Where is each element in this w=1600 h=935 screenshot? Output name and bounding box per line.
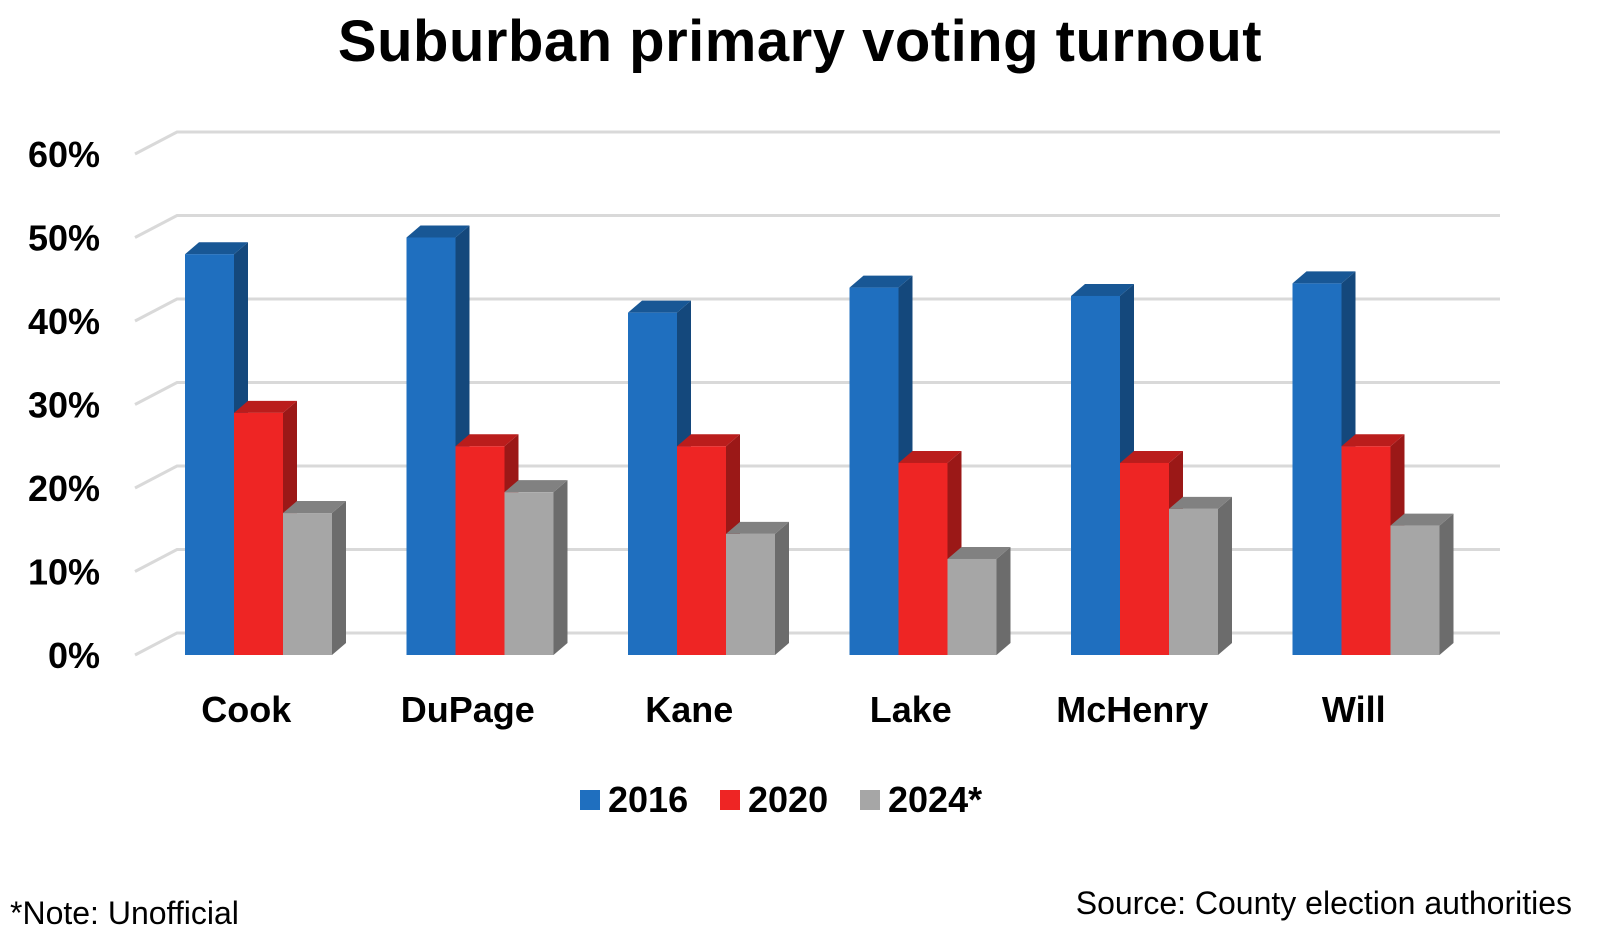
y-tick-label: 20% — [28, 468, 100, 509]
x-tick-label: DuPage — [401, 689, 535, 730]
bar-top — [234, 400, 297, 413]
y-tick-label: 40% — [28, 301, 100, 342]
bar-top — [455, 434, 519, 447]
gridline — [134, 381, 1500, 406]
bar-front — [1341, 446, 1391, 655]
bar-will-2024 — [1390, 513, 1454, 655]
bar-front — [283, 513, 332, 655]
bar-side — [553, 480, 568, 655]
bar-top — [283, 501, 346, 514]
legend-swatch — [580, 790, 600, 810]
y-tick-label: 60% — [28, 134, 100, 175]
bar-top — [504, 480, 568, 493]
bar-top — [185, 242, 248, 255]
footnote: *Note: Unofficial — [10, 895, 239, 931]
legend-swatch — [720, 790, 740, 810]
x-tick-label: Kane — [645, 689, 733, 730]
bar-front — [726, 533, 775, 655]
bar-front — [1071, 295, 1120, 655]
bar-top — [677, 434, 740, 447]
source-credit: Source: County election authorities — [1075, 885, 1572, 921]
y-tick-label: 30% — [28, 385, 100, 426]
y-tick-label: 50% — [28, 218, 100, 259]
bar-top — [1169, 496, 1232, 509]
bar-front — [1169, 508, 1218, 655]
gridline — [134, 548, 1500, 573]
bar-mchenry-2024 — [1169, 496, 1232, 655]
bar-dupage-2016 — [406, 225, 470, 655]
y-axis-labels: 0% 10% 20% 30% 40% 50% 60% — [28, 134, 100, 676]
bar-cook-2024 — [283, 501, 346, 655]
bar-top — [1120, 450, 1183, 463]
legend-label: 2024* — [888, 779, 983, 820]
x-tick-label: Will — [1322, 689, 1386, 730]
x-tick-label: Lake — [870, 689, 952, 730]
bar-front — [234, 412, 283, 655]
bar-top — [1341, 434, 1405, 447]
bar-front — [849, 287, 899, 655]
bar-front — [455, 446, 505, 655]
bar-front — [677, 446, 726, 655]
y-tick-label: 0% — [48, 635, 100, 676]
bar-side — [996, 546, 1011, 655]
bar-top — [1071, 283, 1134, 296]
legend-swatch — [860, 790, 880, 810]
bar-top — [628, 300, 691, 313]
gridlines — [134, 130, 1500, 657]
bar-top — [1292, 271, 1356, 284]
bar-front — [406, 237, 456, 655]
bars: Cook DuPage Kane Lake McHenry Will — [185, 225, 1454, 730]
gridline — [134, 214, 1500, 239]
bar-top — [726, 521, 789, 534]
bar-kane-2016 — [628, 300, 691, 655]
x-tick-label: Cook — [201, 689, 292, 730]
legend-item: 2020 — [720, 779, 829, 820]
bar-front — [504, 492, 554, 655]
gridline — [134, 130, 1500, 156]
bar-lake-2024 — [947, 546, 1011, 655]
bar-front — [185, 254, 234, 655]
bar-front — [898, 462, 948, 655]
bar-front — [1292, 283, 1342, 655]
legend-label: 2016 — [608, 779, 689, 820]
legend-label: 2020 — [748, 779, 829, 820]
gridline — [134, 631, 1500, 657]
bar-front — [1120, 462, 1169, 655]
bar-side — [1218, 496, 1232, 655]
bar-top — [947, 546, 1011, 559]
bar-top — [1390, 513, 1454, 526]
bar-top — [406, 225, 470, 238]
legend-item: 2016 — [580, 779, 689, 820]
bar-side — [332, 501, 346, 655]
bar-front — [947, 558, 997, 655]
gridline — [134, 464, 1500, 490]
bar-front — [1390, 525, 1440, 655]
chart-title: Suburban primary voting turnout — [337, 9, 1263, 74]
gridline — [134, 297, 1500, 323]
bar-front — [628, 312, 677, 655]
bar-kane-2024 — [726, 521, 789, 655]
x-tick-label: McHenry — [1056, 689, 1208, 730]
bar-side — [775, 521, 789, 655]
bar-dupage-2024 — [504, 480, 568, 655]
bar-top — [898, 450, 962, 463]
bar-top — [849, 275, 913, 288]
y-tick-label: 10% — [28, 552, 100, 593]
legend-item: 2024* — [860, 779, 983, 820]
bar-side — [1439, 513, 1454, 655]
